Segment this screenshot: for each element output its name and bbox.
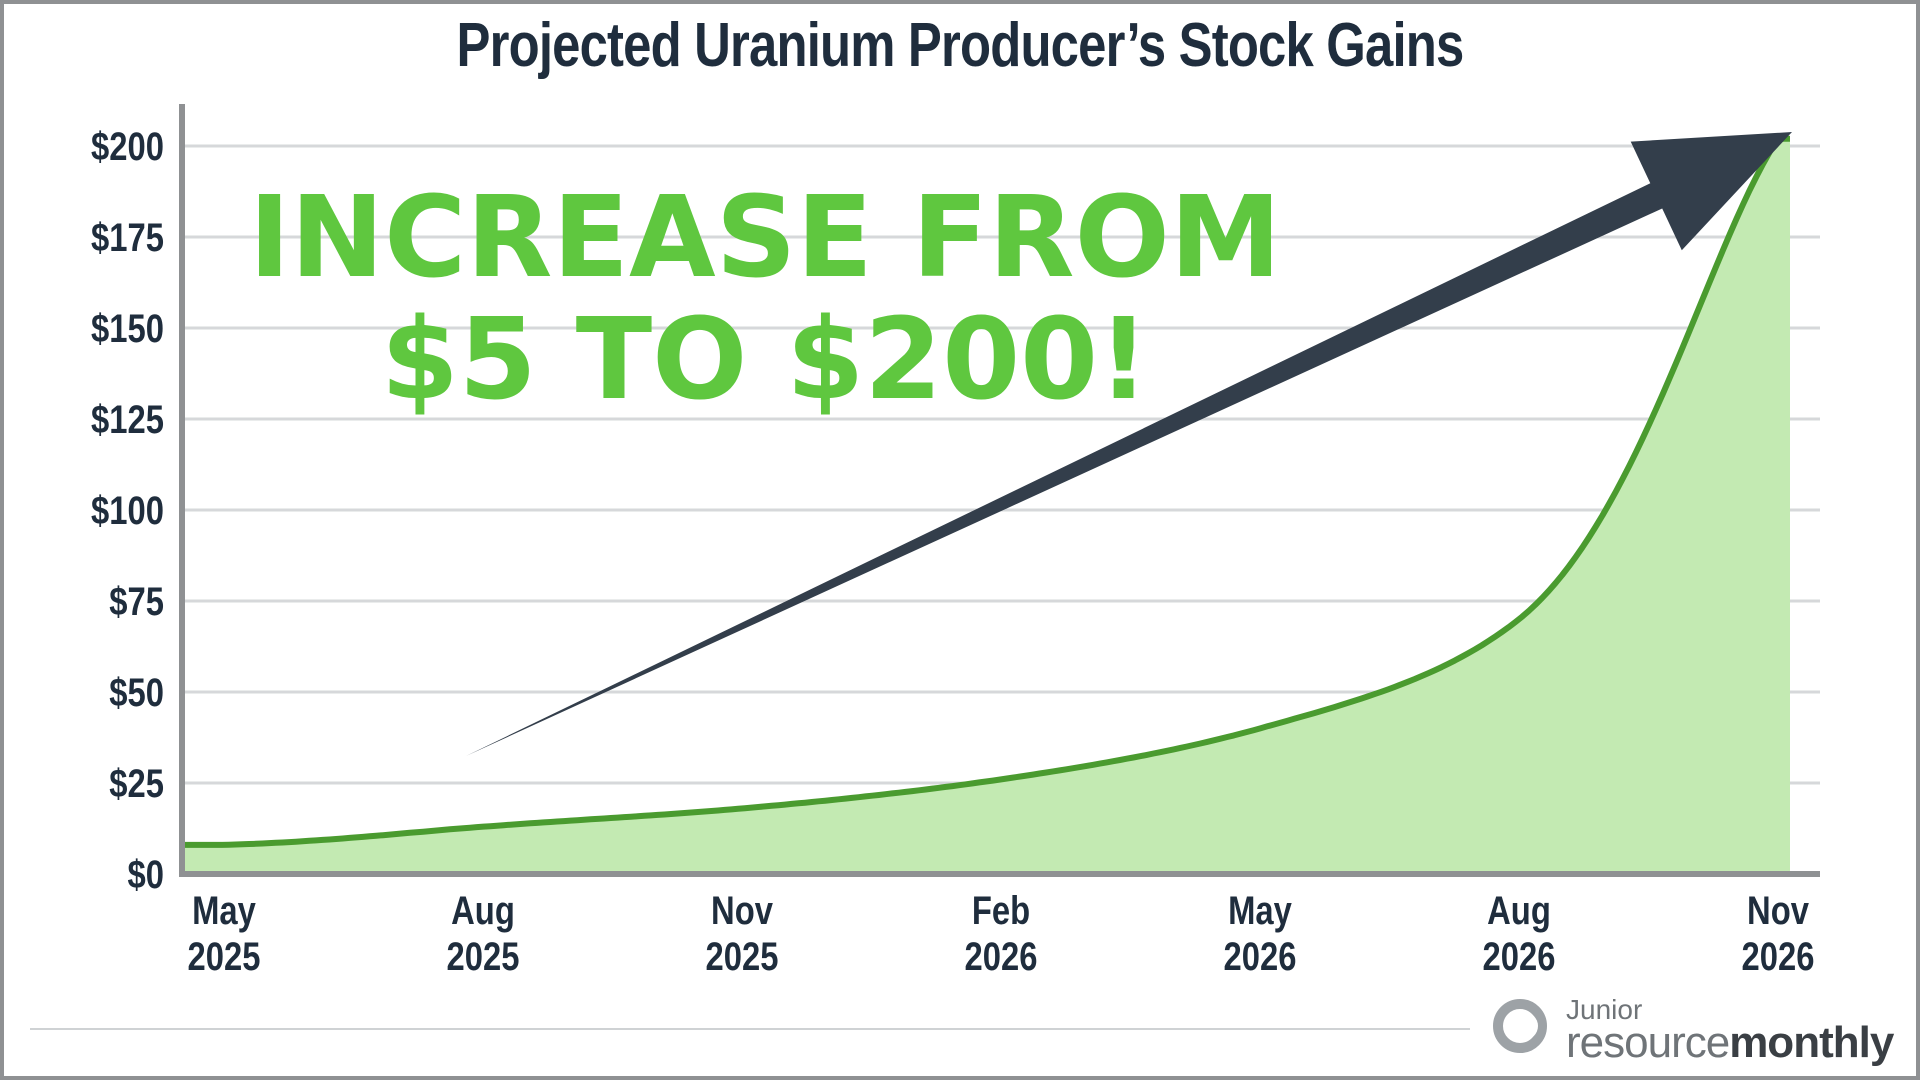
- footer-divider: [30, 1028, 1470, 1030]
- x-tick-label: 2025: [188, 934, 261, 979]
- y-tick-label: $25: [109, 761, 164, 806]
- y-tick-label: $175: [91, 215, 164, 260]
- x-tick-labels: May2025Aug2025Nov2025Feb2026May2026Aug20…: [188, 888, 1815, 979]
- x-tick-label: Aug: [451, 888, 515, 933]
- callout-line-2: $5 TO $200!: [381, 295, 1149, 425]
- brand-name-light: resource: [1566, 1018, 1730, 1067]
- brand-name-small: Junior: [1566, 994, 1643, 1025]
- brand-name-bold: monthly: [1729, 1018, 1894, 1067]
- x-tick-label: Nov: [1747, 888, 1810, 933]
- chart-title: Projected Uranium Producer’s Stock Gains: [456, 11, 1465, 80]
- brand-name: resourcemonthly: [1566, 1018, 1894, 1068]
- y-tick-label: $125: [91, 397, 164, 442]
- x-tick-label: Aug: [1487, 888, 1551, 933]
- y-tick-label: $50: [109, 670, 164, 715]
- y-tick-label: $100: [91, 488, 164, 533]
- y-tick-label: $150: [91, 306, 164, 351]
- x-tick-label: Feb: [972, 888, 1030, 933]
- trend-arrow: [466, 132, 1792, 756]
- x-tick-label: May: [1228, 888, 1292, 933]
- x-tick-label: 2026: [1742, 934, 1815, 979]
- callout-line-1: INCREASE FROM: [249, 173, 1282, 303]
- trend-arrow-shape: [466, 132, 1792, 756]
- x-tick-label: 2025: [447, 934, 520, 979]
- y-tick-label: $75: [109, 579, 164, 624]
- x-tick-label: 2025: [706, 934, 779, 979]
- x-tick-label: Nov: [711, 888, 774, 933]
- series-line: [182, 135, 1790, 848]
- x-tick-label: 2026: [965, 934, 1038, 979]
- y-tick-labels: $0 $25 $50 $75 $100 $125 $150 $175 $200: [91, 124, 164, 897]
- y-tick-label: $200: [91, 124, 164, 169]
- x-tick-label: 2026: [1483, 934, 1556, 979]
- y-tick-label: $0: [128, 852, 164, 897]
- x-tick-label: May: [192, 888, 256, 933]
- brand-logo-ring-icon: [1493, 999, 1547, 1053]
- x-tick-label: 2026: [1224, 934, 1297, 979]
